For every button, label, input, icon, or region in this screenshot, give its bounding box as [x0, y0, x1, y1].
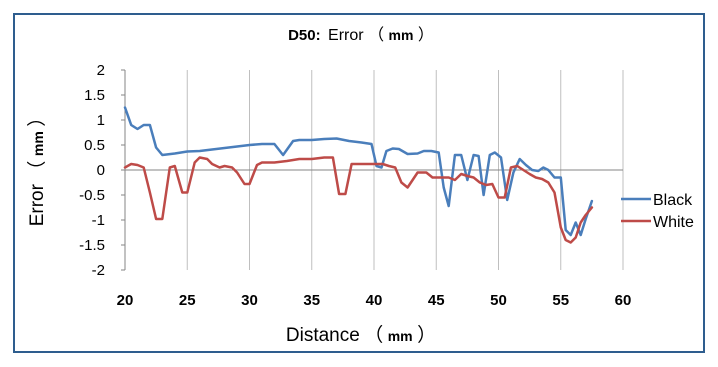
chart-title: D50: Error （ mm ） [288, 26, 434, 44]
chart-title-close-paren: ） [418, 26, 434, 44]
chart-frame: D50: Error （ mm ） 2 1.5 1 0.5 0 -0.5 -1 -1.5 -2 … [13, 13, 705, 353]
x-axis-title-open-paren: （ [364, 324, 383, 346]
series-line-black [123, 106, 594, 237]
x-axis-title: Distance （ mm ） [286, 324, 436, 346]
y-tick-label: 0.5 [84, 137, 105, 154]
legend-label-white: White [653, 214, 694, 231]
y-tick-label: -0.5 [79, 187, 105, 204]
y-axis-title-main: Error [27, 183, 48, 226]
legend: Black White [621, 192, 694, 231]
y-tick-label: 2 [97, 62, 105, 79]
x-tick-label: 55 [552, 292, 569, 309]
y-axis-title-close-paren: ） [26, 108, 48, 127]
chart-title-open-paren: （ [368, 26, 384, 44]
x-axis-title-close-paren: ） [417, 324, 436, 346]
y-tick-label: 1.5 [84, 87, 105, 104]
x-tick-label: 35 [303, 292, 320, 309]
x-axis-title-unit: mm [388, 328, 413, 344]
x-tick-label: 25 [179, 292, 196, 309]
x-axis-title-main: Distance [286, 325, 360, 346]
series-layer [123, 106, 594, 244]
chart-title-unit: mm [389, 27, 414, 43]
legend-label-black: Black [653, 192, 693, 209]
chart-svg: D50: Error （ mm ） 21.510.50-0.5-1-1.5-2 … [26, 26, 694, 346]
x-tick-label: 30 [241, 292, 258, 309]
x-axis-title-text: Distance （ mm ） [286, 324, 436, 346]
chart-title-prefix: D50: [288, 27, 321, 44]
y-tick-label: -1.5 [79, 237, 105, 254]
chart-title-text: D50: Error （ mm ） [288, 26, 434, 44]
y-tick-label: -1 [92, 212, 105, 229]
y-axis-title-unit: mm [30, 131, 46, 156]
y-tick-label: -2 [92, 262, 105, 279]
x-tick-labels: 20 25 30 35 40 45 50 55 60 [117, 292, 632, 309]
x-tick-label: 20 [117, 292, 134, 309]
x-tick-label: 40 [366, 292, 383, 309]
y-axis-title: Error （ mm ） [26, 108, 48, 227]
x-tick-label: 60 [615, 292, 632, 309]
y-tick-label: 0 [97, 162, 105, 179]
y-axis-title-text: Error （ mm ） [26, 108, 48, 227]
y-tick-label: 1 [97, 112, 105, 129]
y-tick-labels: 2 1.5 1 0.5 0 -0.5 -1 -1.5 -2 [79, 62, 105, 279]
y-axis-title-open-paren: （ [26, 161, 48, 180]
chart-title-main: Error [328, 27, 364, 44]
x-tick-label: 45 [428, 292, 445, 309]
series-line-white [123, 156, 594, 244]
x-tick-label: 50 [490, 292, 507, 309]
